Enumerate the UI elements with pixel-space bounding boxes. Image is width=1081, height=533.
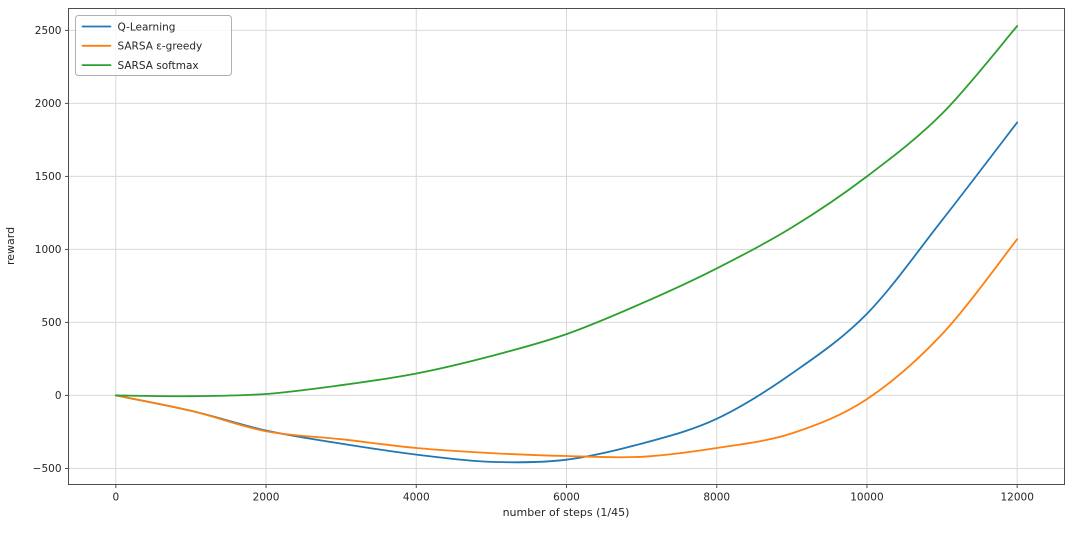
legend-entry: SARSA ε-greedy bbox=[81, 41, 203, 53]
legend-entry: Q-Learning bbox=[81, 21, 176, 33]
x-axis-label: number of steps (1/45) bbox=[503, 506, 630, 519]
x-tick-label: 8000 bbox=[703, 492, 730, 504]
y-tick-label: 2500 bbox=[35, 25, 62, 37]
series-line-sarsa-softmax bbox=[114, 25, 1019, 398]
y-tick-label: 1000 bbox=[35, 244, 62, 256]
x-tick-label: 12000 bbox=[1000, 492, 1033, 504]
series-line-sarsa-greedy bbox=[114, 238, 1019, 459]
axes-layer bbox=[65, 8, 1065, 488]
legend-box bbox=[75, 15, 232, 76]
series-layer bbox=[114, 25, 1019, 464]
y-axis-label: reward bbox=[4, 227, 17, 265]
y-tick-label: 500 bbox=[41, 317, 61, 329]
x-tick-label: 10000 bbox=[850, 492, 883, 504]
y-tick-label: 0 bbox=[55, 390, 62, 402]
legend-label: Q-Learning bbox=[118, 21, 176, 33]
tick-label-layer: 0 2000 4000 6000 8000 10000 12000 −500 0 500 1000 1… bbox=[33, 25, 1034, 504]
x-tick-label: 4000 bbox=[403, 492, 430, 504]
grid-layer bbox=[68, 8, 1065, 485]
legend: Q-Learning SARSA ε-greedy SARSA softmax bbox=[75, 15, 232, 76]
x-tick-label: 2000 bbox=[253, 492, 280, 504]
y-tick-label: 1500 bbox=[35, 171, 62, 183]
legend-entry: SARSA softmax bbox=[81, 60, 199, 72]
legend-label: SARSA ε-greedy bbox=[118, 41, 203, 53]
x-tick-label: 6000 bbox=[553, 492, 580, 504]
legend-label: SARSA softmax bbox=[118, 60, 199, 72]
x-tick-label: 0 bbox=[112, 492, 119, 504]
y-tick-label: −500 bbox=[33, 463, 62, 475]
y-tick-label: 2000 bbox=[35, 98, 62, 110]
